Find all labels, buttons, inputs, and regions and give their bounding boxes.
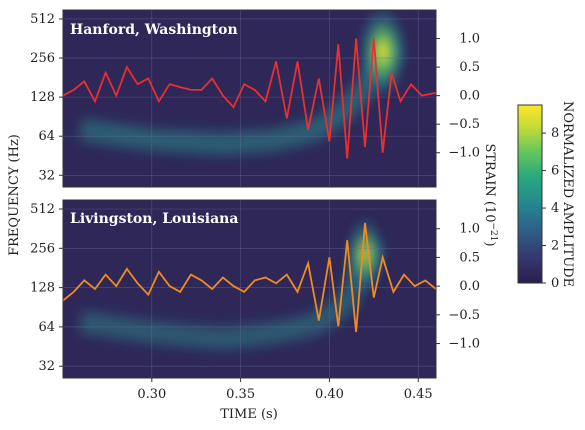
strain-line xyxy=(63,222,436,333)
y-right-tick-label: −1.0 xyxy=(448,337,480,352)
y-right-tick-label: 0.5 xyxy=(459,60,480,75)
panel-frame xyxy=(62,199,437,379)
y-right-tick-label: −1.0 xyxy=(448,146,480,161)
y-axis-left-title: FREQUENCY (Hz) xyxy=(7,134,22,256)
y-right-tick-label: 1.0 xyxy=(459,222,480,237)
x-tick-label: 0.30 xyxy=(137,387,166,402)
y-left-tick-label: 32 xyxy=(38,359,55,374)
panel-title: Livingston, Louisiana xyxy=(70,211,238,227)
strain-label: STRAIN (10 xyxy=(482,143,497,222)
y-axis-right: −1.0 −0.5 0.0 0.5 1.0 xyxy=(436,32,480,161)
merger-peak xyxy=(356,10,409,100)
y-left-tick-label: 128 xyxy=(30,281,55,296)
y-axis-right-title: STRAIN (10−21) xyxy=(482,143,498,246)
y-left-tick-label: 512 xyxy=(30,12,55,27)
y-left-tick-label: 128 xyxy=(30,90,55,105)
panel-livingston: Livingston, Louisiana 32 64 128 256 512 −1.0… xyxy=(30,199,480,402)
x-tick-label: 0.40 xyxy=(315,387,344,402)
colorbar-tick-label: 0 xyxy=(551,276,559,291)
spectrogram-energy xyxy=(63,200,436,378)
strain-label-close: ) xyxy=(482,241,497,246)
y-axis-right: −1.0 −0.5 0.0 0.5 1.0 xyxy=(436,222,480,352)
y-right-tick-label: −0.5 xyxy=(448,117,480,132)
x-tick-label: 0.45 xyxy=(404,387,433,402)
strain-exponent: −21 xyxy=(488,222,498,241)
grid xyxy=(63,200,436,378)
colorbar-gradient xyxy=(517,104,543,284)
colorbar-tick-label: 6 xyxy=(551,164,559,179)
colorbar-tick-label: 8 xyxy=(551,126,559,141)
y-right-tick-label: 0.5 xyxy=(459,250,480,265)
spectrogram-energy xyxy=(63,10,436,187)
merger-peak xyxy=(343,214,387,295)
y-left-tick-label: 64 xyxy=(38,129,55,144)
colorbar-ticks: 0 2 4 6 8 xyxy=(542,126,559,291)
grid xyxy=(63,10,436,187)
x-tick-label: 0.35 xyxy=(226,387,255,402)
y-right-tick-label: 0.0 xyxy=(459,279,480,294)
colorbar-title: NORMALIZED AMPLITUDE xyxy=(560,101,575,287)
x-axis: 0.30 0.35 0.40 0.45 xyxy=(137,378,433,402)
panel-title: Hanford, Washington xyxy=(70,22,238,38)
y-right-tick-label: 0.0 xyxy=(459,89,480,104)
colorbar-tick-label: 4 xyxy=(551,201,559,216)
colorbar: 0 2 4 6 8 NORMALIZED AMPLITUDE xyxy=(517,101,575,291)
y-left-tick-label: 32 xyxy=(38,168,55,183)
y-left-tick-label: 256 xyxy=(30,241,55,256)
strain-line xyxy=(63,38,436,159)
y-axis-left: 32 64 128 256 512 xyxy=(30,202,63,374)
y-axis-left: 32 64 128 256 512 xyxy=(30,12,63,183)
y-right-tick-label: −0.5 xyxy=(448,308,480,323)
y-left-tick-label: 256 xyxy=(30,51,55,66)
colorbar-tick-label: 2 xyxy=(551,239,559,254)
x-axis-title: TIME (s) xyxy=(220,407,278,422)
panel-hanford: Hanford, Washington 32 64 128 256 512 −1.0 −0… xyxy=(30,9,480,188)
y-left-tick-label: 64 xyxy=(38,320,55,335)
y-left-tick-label: 512 xyxy=(30,202,55,217)
y-right-tick-label: 1.0 xyxy=(459,32,480,47)
panel-frame xyxy=(62,9,437,188)
